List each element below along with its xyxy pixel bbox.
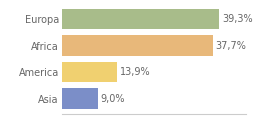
Bar (62, 9, 220, 29)
Text: 37,7%: 37,7% (216, 41, 246, 51)
Bar (62, 62, 117, 82)
Text: 39,3%: 39,3% (222, 14, 253, 24)
Text: 9,0%: 9,0% (100, 94, 125, 104)
Text: 13,9%: 13,9% (120, 67, 150, 77)
Bar (62, 88, 98, 109)
Bar (62, 35, 213, 56)
